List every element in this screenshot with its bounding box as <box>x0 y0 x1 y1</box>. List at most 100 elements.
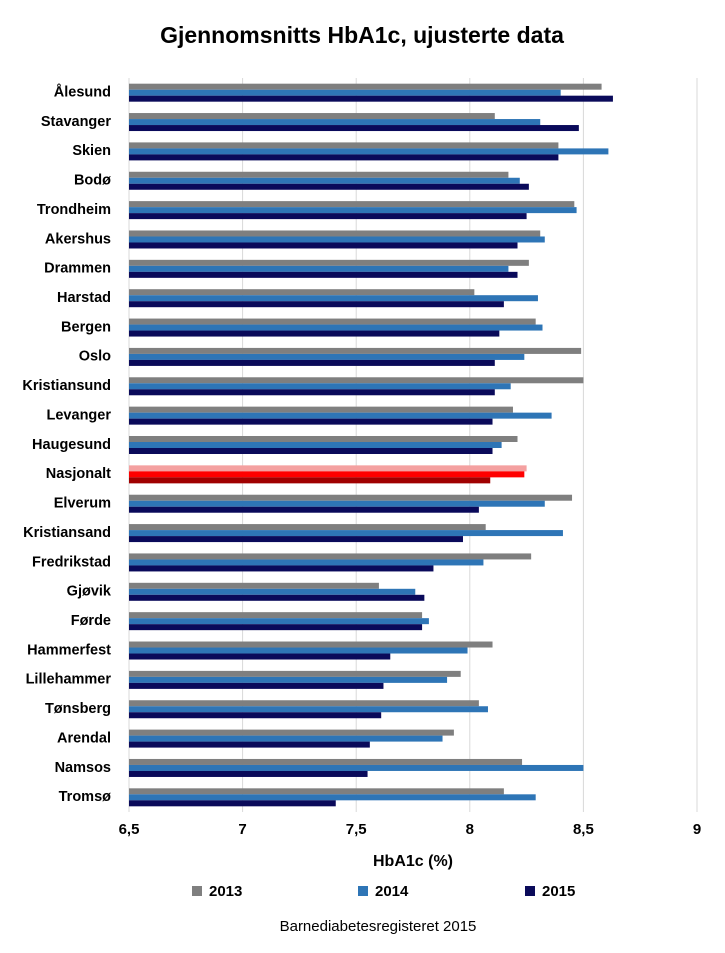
x-axis-title: HbA1c (%) <box>373 853 453 870</box>
bar <box>129 612 423 619</box>
bar <box>129 207 577 214</box>
bar <box>129 330 500 337</box>
bar <box>129 242 518 249</box>
y-tick-label: Drammen <box>44 261 111 277</box>
bar <box>129 265 509 272</box>
bar <box>129 324 543 331</box>
bar <box>129 213 527 220</box>
x-tick-label: 6,5 <box>119 821 140 838</box>
y-tick-label: Skien <box>72 143 111 159</box>
y-tick-label: Hammerfest <box>27 642 111 658</box>
bar <box>129 712 382 719</box>
bar <box>129 359 495 366</box>
y-tick-label: Nasjonalt <box>46 466 111 482</box>
bar <box>129 770 368 777</box>
legend-marker <box>358 886 368 896</box>
bar <box>129 95 613 102</box>
bar <box>129 706 488 713</box>
bar <box>129 594 425 601</box>
y-tick-label: Arendal <box>57 730 111 746</box>
x-tick-label: 8 <box>466 821 474 838</box>
bar <box>129 788 504 795</box>
bar <box>129 412 552 419</box>
y-tick-label: Førde <box>71 613 111 629</box>
bar <box>129 183 529 190</box>
y-tick-label: Elverum <box>54 496 111 512</box>
bar <box>129 682 384 689</box>
y-tick-label: Bodø <box>74 173 111 189</box>
y-tick-label: Haugesund <box>32 437 111 453</box>
y-tick-label: Akershus <box>45 231 111 247</box>
bar <box>129 89 561 96</box>
bar <box>129 676 448 683</box>
y-tick-label: Fredrikstad <box>32 554 111 570</box>
bar <box>129 494 573 501</box>
bar <box>129 442 502 448</box>
bar <box>129 148 609 155</box>
bar <box>129 477 491 484</box>
bar <box>129 641 493 648</box>
bar <box>129 670 461 677</box>
bar <box>129 236 545 243</box>
bar <box>129 271 518 278</box>
x-tick-label: 8,5 <box>573 821 594 838</box>
bar <box>129 500 545 507</box>
legend-marker <box>192 886 202 896</box>
legend-marker <box>525 886 535 896</box>
y-tick-label: Trondheim <box>37 202 111 218</box>
bar <box>129 377 584 384</box>
bar <box>129 800 336 807</box>
bar <box>129 353 525 360</box>
bar <box>129 119 541 126</box>
bar <box>129 553 532 560</box>
bar <box>129 383 511 390</box>
bar <box>129 729 454 736</box>
bar <box>129 436 518 442</box>
bar <box>129 524 486 531</box>
bar <box>129 318 536 325</box>
source: Barnediabetesregisteret 2015 <box>280 918 477 935</box>
bar <box>129 700 479 707</box>
y-tick-label: Stavanger <box>41 114 111 130</box>
bar <box>129 565 434 572</box>
bar <box>129 471 525 478</box>
y-tick-label: Oslo <box>79 349 111 365</box>
y-tick-label: Ålesund <box>54 84 111 101</box>
bar <box>129 406 513 413</box>
bar <box>129 559 484 566</box>
bar <box>129 113 495 120</box>
bar <box>129 794 536 801</box>
bar <box>129 154 559 161</box>
y-tick-label: Kristiansund <box>22 378 111 394</box>
bar <box>129 741 370 748</box>
bar <box>129 735 443 742</box>
bar <box>129 295 538 302</box>
y-tick-label: Lillehammer <box>26 672 112 688</box>
bar <box>129 758 523 765</box>
y-tick-label: Namsos <box>55 760 111 776</box>
bar <box>129 647 468 654</box>
bar <box>129 506 479 513</box>
legend-label: 2015 <box>542 883 575 900</box>
bar <box>129 289 475 296</box>
bar <box>129 171 509 178</box>
y-tick-label: Levanger <box>47 407 112 423</box>
y-tick-label: Tønsberg <box>45 701 111 717</box>
y-tick-label: Tromsø <box>59 789 112 805</box>
bar <box>129 83 602 90</box>
legend-label: 2013 <box>209 883 242 900</box>
bar <box>129 201 575 208</box>
bar <box>129 653 391 660</box>
bar <box>129 389 495 396</box>
bar <box>129 530 563 537</box>
bar <box>129 536 463 543</box>
y-tick-label: Bergen <box>61 319 111 335</box>
bar <box>129 177 520 184</box>
y-tick-label: Gjøvik <box>67 584 112 600</box>
bar <box>129 142 559 149</box>
bar <box>129 624 423 631</box>
y-tick-label: Harstad <box>57 290 111 306</box>
bar <box>129 618 429 625</box>
chart-title: Gjennomsnitts HbA1c, ujusterte data <box>160 22 564 48</box>
